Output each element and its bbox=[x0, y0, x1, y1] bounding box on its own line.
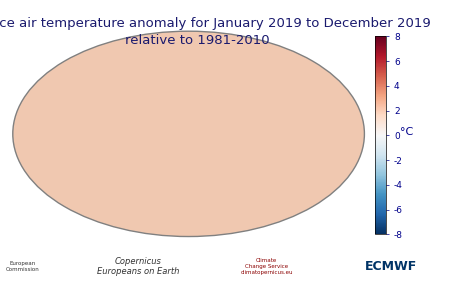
Text: Surface air temperature anomaly for January 2019 to December 2019: Surface air temperature anomaly for Janu… bbox=[0, 17, 430, 30]
Ellipse shape bbox=[13, 31, 364, 237]
Text: ECMWF: ECMWF bbox=[364, 260, 416, 273]
Text: Copernicus
Europeans on Earth: Copernicus Europeans on Earth bbox=[96, 257, 179, 276]
Text: European
Commission: European Commission bbox=[6, 261, 40, 272]
Text: Climate
Change Service
climatopernicus.eu: Climate Change Service climatopernicus.e… bbox=[240, 258, 292, 275]
Text: relative to 1981-2010: relative to 1981-2010 bbox=[125, 34, 269, 47]
Text: °C: °C bbox=[399, 127, 413, 137]
